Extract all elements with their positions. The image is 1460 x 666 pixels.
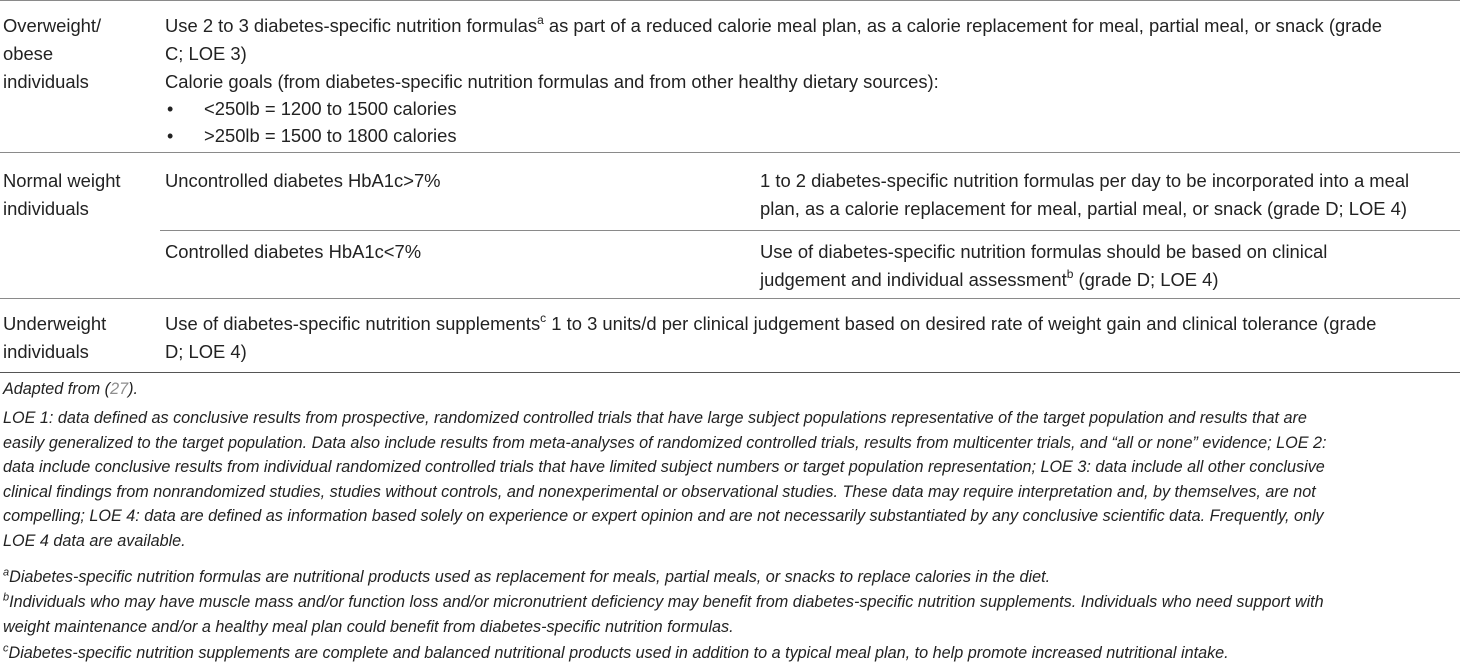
- bullet-marker: •: [167, 99, 174, 119]
- controlled-recommendation-line1: Use of diabetes-specific nutrition formu…: [760, 241, 1328, 262]
- footnote-marker-b: b: [1066, 266, 1074, 281]
- calorie-goal-item: <250lb = 1200 to 1500 calories: [204, 98, 457, 119]
- row-label-normal-line2: individuals: [3, 198, 89, 219]
- overweight-recommendation-line2: C; LOE 3): [165, 43, 247, 64]
- calorie-goal-item: >250lb = 1500 to 1800 calories: [204, 125, 457, 146]
- footnote-marker-c: c: [540, 310, 547, 325]
- overweight-recommendation-line1: Use 2 to 3 diabetes-specific nutrition f…: [165, 12, 1382, 40]
- bullet-marker: •: [167, 126, 174, 146]
- row-divider: [0, 152, 1460, 153]
- table-top-rule: [0, 0, 1460, 1]
- footnote-b-line2: weight maintenance and/or a healthy meal…: [3, 617, 734, 636]
- adapted-from-note: Adapted from (27).: [3, 377, 138, 402]
- controlled-diabetes-condition: Controlled diabetes HbA1c<7%: [165, 241, 422, 262]
- controlled-rec-text-cont: (grade D; LOE 4): [1073, 269, 1219, 290]
- reference-link[interactable]: 27: [110, 380, 129, 398]
- calorie-goals-intro: Calorie goals (from diabetes-specific nu…: [165, 71, 939, 92]
- row-label-normal-line1: Normal weight: [3, 170, 121, 191]
- footnote-c-marker: c: [3, 642, 9, 655]
- footnote-a: aDiabetes-specific nutrition formulas ar…: [3, 565, 1050, 590]
- overweight-rec-text: Use 2 to 3 diabetes-specific nutrition f…: [165, 15, 538, 36]
- table-bottom-rule: [0, 372, 1460, 373]
- loe-definition-line: compelling; LOE 4: data are defined as i…: [3, 507, 1324, 525]
- underweight-recommendation-line2: D; LOE 4): [165, 341, 247, 362]
- footnote-a-text: Diabetes-specific nutrition formulas are…: [9, 568, 1051, 586]
- row-label-overweight-line2: obese: [3, 43, 54, 64]
- underweight-rec-text: Use of diabetes-specific nutrition suppl…: [165, 313, 541, 334]
- uncontrolled-recommendation-line1: 1 to 2 diabetes-specific nutrition formu…: [760, 170, 1410, 191]
- footnote-c-text: Diabetes-specific nutrition supplements …: [8, 644, 1229, 662]
- adapted-from-text: Adapted from (: [3, 380, 111, 398]
- controlled-rec-text: judgement and individual assessment: [760, 269, 1067, 290]
- loe-definition-line: data include conclusive results from ind…: [3, 458, 1325, 476]
- footnote-b-marker: b: [3, 591, 10, 604]
- footnote-a-marker: a: [3, 566, 10, 579]
- row-label-overweight-line3: individuals: [3, 71, 89, 92]
- overweight-rec-text-cont: as part of a reduced calorie meal plan, …: [543, 15, 1382, 36]
- uncontrolled-diabetes-condition: Uncontrolled diabetes HbA1c>7%: [165, 170, 441, 191]
- footnote-c: cDiabetes-specific nutrition supplements…: [3, 641, 1229, 666]
- footnote-marker-a: a: [537, 12, 544, 27]
- controlled-recommendation-line2: judgement and individual assessmentb (gr…: [760, 266, 1219, 294]
- loe-definition-line: clinical findings from nonrandomized stu…: [3, 482, 1316, 501]
- subrow-divider: [160, 230, 1460, 231]
- footnote-b-line1: bIndividuals who may have muscle mass an…: [3, 590, 1324, 615]
- row-label-overweight-line1: Overweight/: [3, 15, 102, 36]
- underweight-recommendation-line1: Use of diabetes-specific nutrition suppl…: [165, 310, 1376, 338]
- row-divider: [0, 298, 1460, 299]
- loe-definition-line: LOE 1: data defined as conclusive result…: [3, 409, 1307, 427]
- underweight-rec-text-cont: 1 to 3 units/d per clinical judgement ba…: [546, 313, 1377, 334]
- uncontrolled-recommendation-line2: plan, as a calorie replacement for meal,…: [760, 198, 1408, 219]
- loe-definition-line: easily generalized to the target populat…: [3, 433, 1327, 452]
- loe-definition-line: LOE 4 data are available.: [3, 531, 186, 550]
- adapted-from-close: ).: [128, 380, 138, 398]
- row-label-underweight-line1: Underweight: [3, 313, 107, 334]
- footnote-b-text: Individuals who may have muscle mass and…: [9, 593, 1324, 611]
- row-label-underweight-line2: individuals: [3, 341, 89, 362]
